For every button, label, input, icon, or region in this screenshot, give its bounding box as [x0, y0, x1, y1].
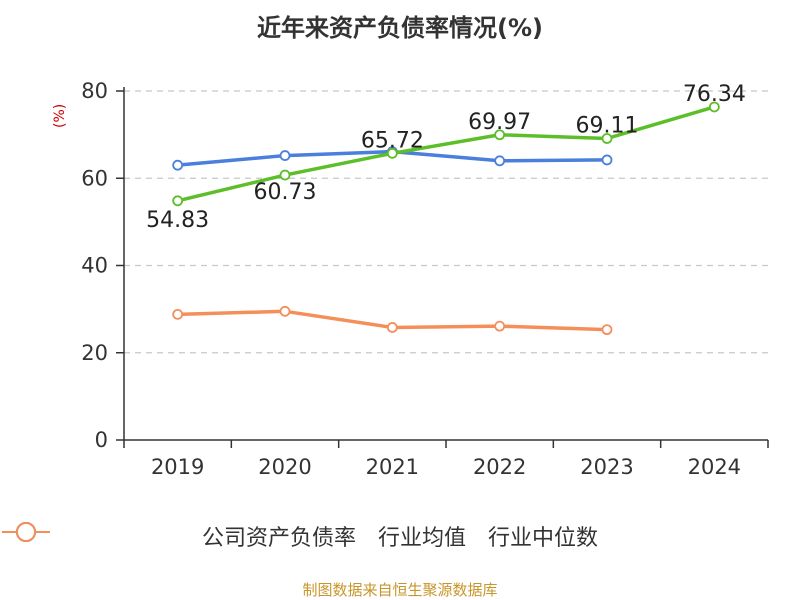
x-tick-label: 2021 [366, 455, 419, 479]
data-point [494, 320, 506, 332]
data-point [601, 324, 613, 336]
data-label: 76.34 [683, 82, 746, 107]
x-tick-label: 2019 [151, 455, 204, 479]
legend-item-industry-median[interactable]: 行业中位数 [2, 520, 599, 552]
data-source-note: 制图数据来自恒生聚源数据库 [302, 581, 498, 599]
legend-label-company: 公司资产负债率 [201, 526, 356, 551]
data-point [601, 133, 613, 144]
data-point [279, 169, 291, 181]
legend-label-industry-average: 行业均值 [377, 526, 466, 551]
data-point [172, 308, 184, 320]
x-tick-label: 2022 [473, 455, 526, 479]
data-label: 65.72 [361, 128, 424, 153]
chart-title: 近年来资产负债率情况(%) [257, 14, 543, 42]
y-tick-label: 0 [95, 428, 108, 452]
x-tick-label: 2020 [258, 455, 311, 479]
y-tick-label: 80 [81, 79, 108, 103]
data-label: 54.83 [146, 208, 209, 233]
legend-label-industry-median: 行业中位数 [488, 526, 599, 551]
legend-item-industry-average[interactable]: 行业均值 [2, 520, 466, 552]
data-point [708, 101, 720, 113]
y-tick-label: 60 [81, 166, 108, 190]
x-tick-label: 2023 [580, 455, 633, 479]
legend: 公司资产负债率 行业均值 行业中位数 [0, 520, 800, 552]
y-tick-label: 40 [81, 254, 108, 278]
legend-item-company[interactable]: 公司资产负债率 [2, 520, 356, 552]
data-label: 69.11 [576, 114, 639, 139]
legend-marker-industry-median [2, 522, 50, 542]
series-line-0 [177, 105, 715, 203]
data-point [172, 159, 184, 171]
data-label: 69.97 [468, 110, 531, 135]
data-point [279, 150, 291, 161]
data-point [279, 305, 291, 317]
data-label: 60.73 [254, 180, 317, 205]
x-tick-label: 2024 [688, 455, 741, 479]
data-point [494, 155, 506, 167]
data-point [386, 322, 398, 333]
data-point [386, 147, 398, 159]
data-point [601, 154, 613, 166]
y-tick-label: 20 [81, 341, 108, 365]
data-point [494, 129, 506, 141]
data-point [172, 195, 184, 207]
